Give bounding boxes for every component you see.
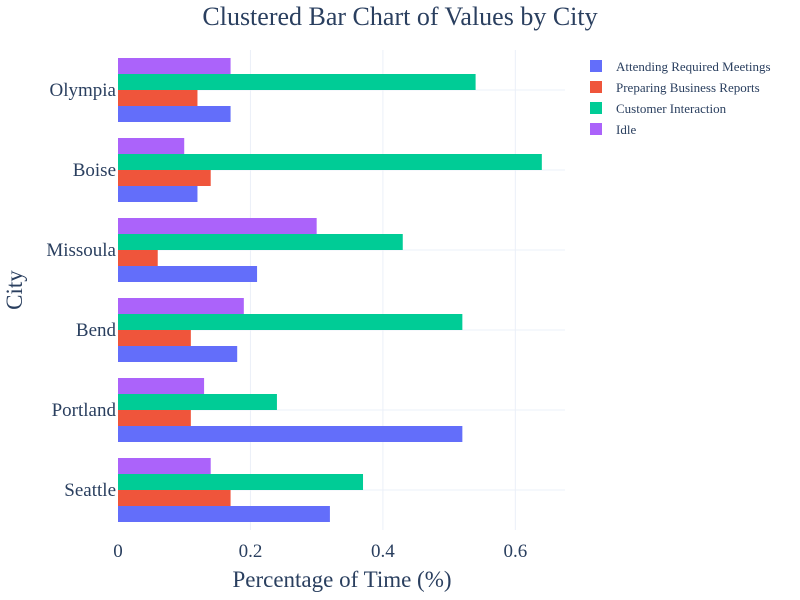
x-tick-labels: 0 0.2 0.4 0.6: [113, 541, 527, 562]
y-tick-label: Portland: [52, 400, 117, 421]
x-tick-label: 0.4: [371, 541, 395, 562]
legend-label[interactable]: Preparing Business Reports: [616, 80, 760, 95]
bar[interactable]: [118, 474, 364, 490]
bar[interactable]: [118, 378, 205, 394]
y-tick-label: Boise: [73, 160, 116, 181]
bar[interactable]: [118, 506, 330, 522]
x-tick-label: 0.6: [503, 541, 527, 562]
y-axis-title: City: [2, 270, 27, 310]
bar[interactable]: [118, 410, 191, 426]
chart-title: Clustered Bar Chart of Values by City: [202, 2, 597, 31]
bar[interactable]: [118, 186, 198, 202]
bar[interactable]: [118, 106, 231, 122]
bar[interactable]: [118, 394, 277, 410]
y-tick-label: Seattle: [64, 480, 116, 501]
bar[interactable]: [118, 250, 158, 266]
bar[interactable]: [118, 138, 185, 154]
legend-label[interactable]: Customer Interaction: [616, 101, 727, 116]
y-tick-label: Olympia: [50, 80, 117, 101]
bar[interactable]: [118, 458, 211, 474]
legend-swatch[interactable]: [590, 81, 602, 93]
legend[interactable]: Attending Required Meetings Preparing Bus…: [590, 59, 771, 137]
bar[interactable]: [118, 330, 191, 346]
bar[interactable]: [118, 218, 317, 234]
bars: [118, 58, 542, 522]
bar[interactable]: [118, 346, 238, 362]
bar[interactable]: [118, 314, 463, 330]
x-tick-label: 0.2: [239, 541, 263, 562]
legend-swatch[interactable]: [590, 102, 602, 114]
bar[interactable]: [118, 234, 403, 250]
legend-swatch[interactable]: [590, 60, 602, 72]
bar[interactable]: [118, 298, 244, 314]
y-tick-labels: Seattle Portland Bend Missoula Boise Olympia: [46, 80, 116, 501]
bar[interactable]: [118, 58, 231, 74]
bar[interactable]: [118, 266, 258, 282]
legend-label[interactable]: Idle: [616, 122, 636, 137]
x-axis-title: Percentage of Time (%): [232, 567, 451, 592]
legend-label[interactable]: Attending Required Meetings: [616, 59, 771, 74]
bar[interactable]: [118, 74, 476, 90]
bar[interactable]: [118, 170, 211, 186]
bar[interactable]: [118, 154, 542, 170]
y-tick-label: Bend: [76, 320, 117, 341]
legend-swatch[interactable]: [590, 123, 602, 135]
y-tick-label: Missoula: [46, 240, 116, 261]
x-tick-label: 0: [113, 541, 123, 562]
bar[interactable]: [118, 490, 231, 506]
bar[interactable]: [118, 90, 198, 106]
bar[interactable]: [118, 426, 463, 442]
